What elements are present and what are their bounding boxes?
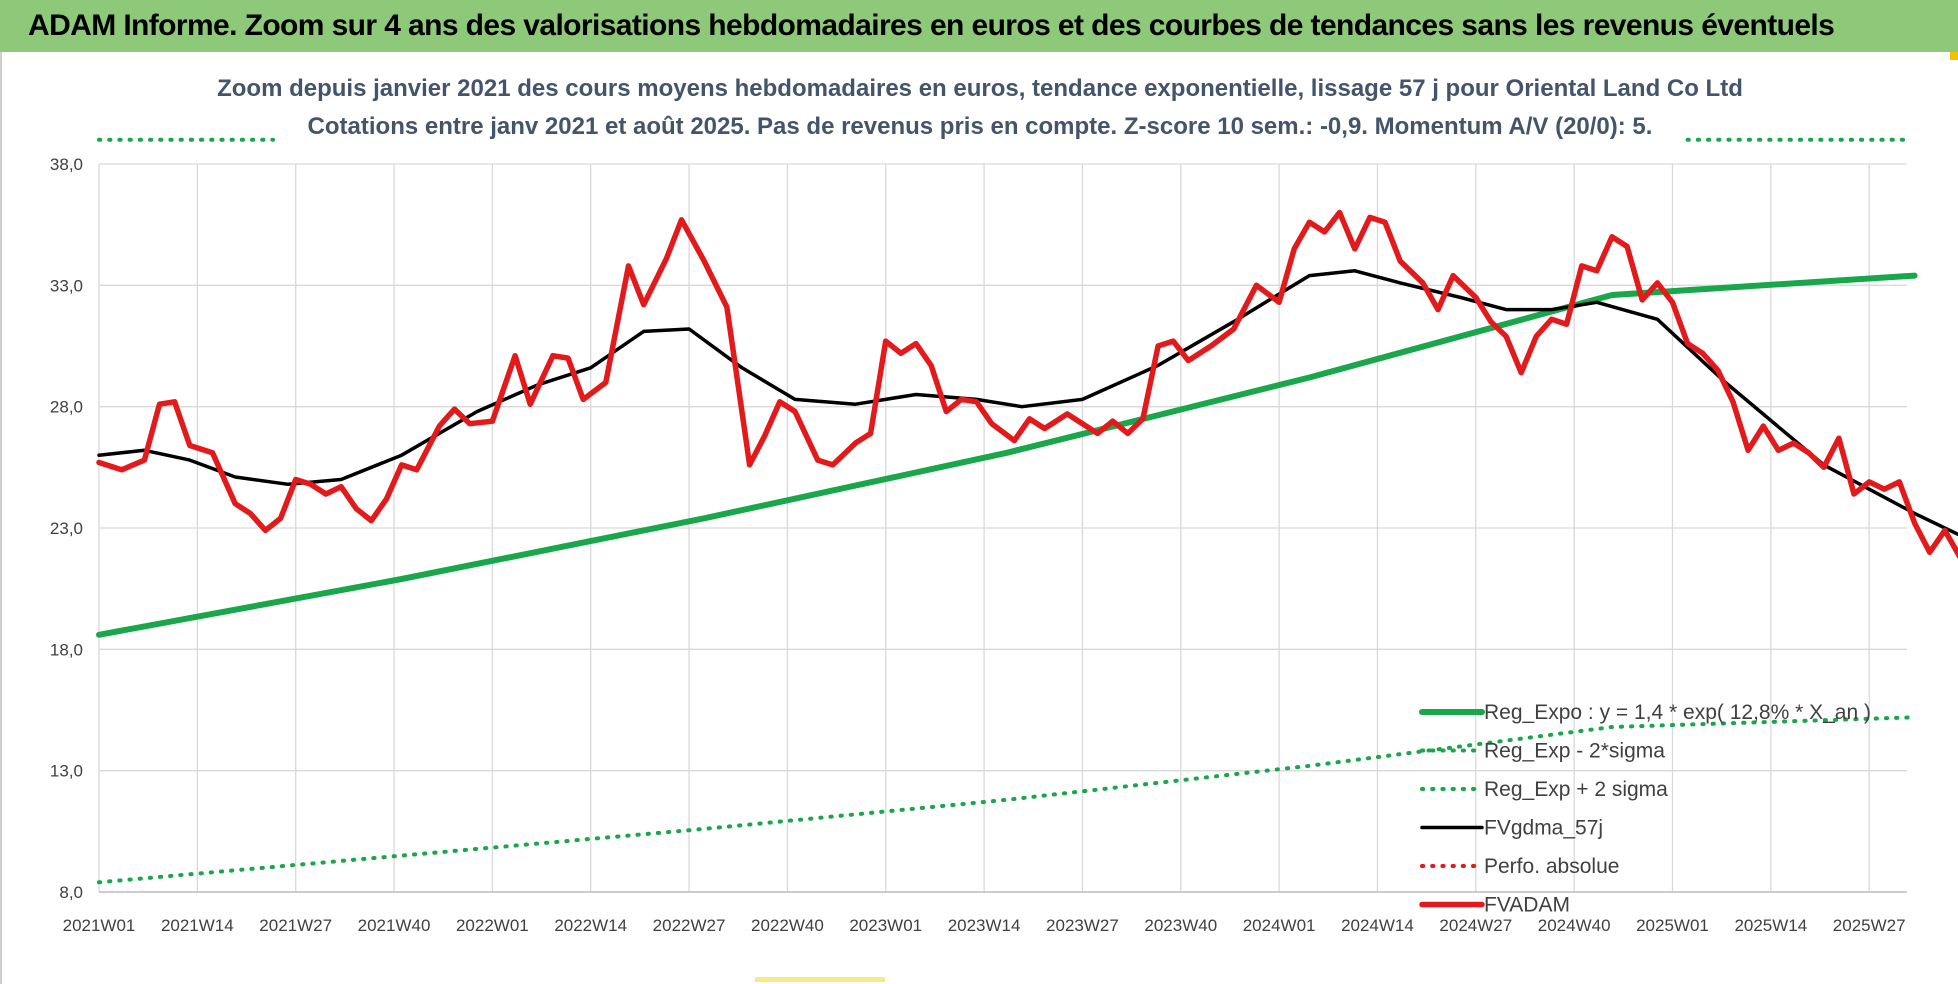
series-line-1 <box>97 715 1917 885</box>
x-tick-label: 2023W40 <box>1144 916 1217 935</box>
legend-label: Reg_Exp - 2*sigma <box>1484 740 1665 763</box>
y-tick-label: 28,0 <box>50 398 83 417</box>
x-tick-label: 2022W27 <box>653 916 726 935</box>
x-tick-label: 2023W14 <box>948 916 1021 935</box>
x-tick-label: 2022W01 <box>456 916 529 935</box>
x-tick-label: 2021W14 <box>161 916 234 935</box>
x-tick-label: 2021W27 <box>259 916 332 935</box>
x-tick-label: 2022W14 <box>554 916 627 935</box>
x-tick-label: 2024W40 <box>1538 916 1611 935</box>
chart-frame: Zoom depuis janvier 2021 des cours moyen… <box>0 52 1958 984</box>
corner-marker <box>1950 52 1958 60</box>
report-banner: ADAM Informe. Zoom sur 4 ans des valoris… <box>0 0 1958 52</box>
x-tick-label: 2025W27 <box>1833 916 1906 935</box>
y-tick-label: 38,0 <box>50 155 83 174</box>
x-tick-label: 2024W27 <box>1439 916 1512 935</box>
legend-label: Reg_Expo : y = 1,4 * exp( 12,8% * X_an ) <box>1484 701 1871 724</box>
legend-label: Reg_Exp + 2 sigma <box>1484 778 1668 801</box>
x-tick-label: 2021W40 <box>358 916 431 935</box>
chart-subtitle-line: Cotations entre janv 2021 et août 2025. … <box>308 113 1653 140</box>
legend-label: FVADAM <box>1484 894 1570 917</box>
chart-grid <box>98 163 1907 893</box>
legend-label: FVgdma_57j <box>1484 817 1603 840</box>
y-tick-label: 33,0 <box>50 276 83 295</box>
x-tick-label: 2022W40 <box>751 916 824 935</box>
y-tick-label: 8,0 <box>59 883 83 902</box>
series-line-3 <box>97 269 1958 537</box>
x-tick-label: 2023W01 <box>849 916 922 935</box>
x-axis: 2021W01 2021W14 2021W27 2021W40 2022W01 2022W… <box>63 916 1906 935</box>
x-tick-label: 2025W01 <box>1636 916 1709 935</box>
line-chart: Zoom depuis janvier 2021 des cours moyen… <box>50 75 1958 935</box>
x-tick-label: 2024W01 <box>1243 916 1316 935</box>
chart-subtitle-line: Zoom depuis janvier 2021 des cours moyen… <box>217 75 1743 102</box>
y-tick-label: 13,0 <box>50 762 83 781</box>
report-title: ADAM Informe. Zoom sur 4 ans des valoris… <box>28 9 1835 42</box>
y-axis: 8,0 13,0 18,0 23,0 28,0 33,0 38,0 <box>50 155 83 902</box>
x-tick-label: 2023W27 <box>1046 916 1119 935</box>
chart-legend: Reg_Expo : y = 1,4 * exp( 12,8% * X_an )… <box>1419 701 1871 917</box>
x-tick-label: 2025W14 <box>1734 916 1807 935</box>
y-tick-label: 23,0 <box>50 519 83 538</box>
bottom-marker <box>755 977 885 982</box>
chart-subtitle: Zoom depuis janvier 2021 des cours moyen… <box>217 75 1743 140</box>
legend-label: Perfo. absolue <box>1484 855 1619 878</box>
series-line-0 <box>96 272 1918 638</box>
y-tick-label: 18,0 <box>50 640 83 659</box>
x-tick-label: 2024W14 <box>1341 916 1414 935</box>
x-tick-label: 2021W01 <box>63 916 136 935</box>
series-line-5 <box>96 209 1958 559</box>
chart-series <box>96 137 1958 885</box>
